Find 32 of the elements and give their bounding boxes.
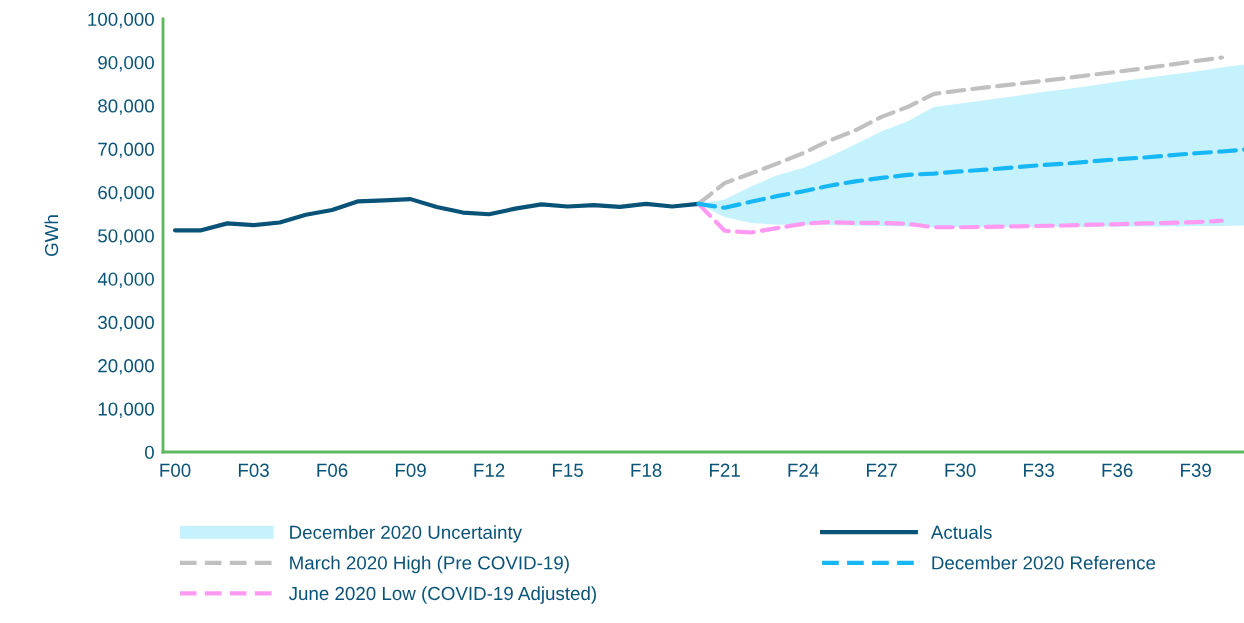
x-tick-label: F39 xyxy=(1181,463,1211,477)
y-axis-title: GWh xyxy=(44,215,59,256)
x-tick-label: F06 xyxy=(317,463,348,477)
x-tick-label: F36 xyxy=(1102,463,1133,477)
y-tick-label: 100,000 xyxy=(88,12,154,29)
x-tick-label: F27 xyxy=(867,463,897,477)
y-tick-label: 40,000 xyxy=(97,272,154,288)
y-tick-label: 10,000 xyxy=(98,402,154,418)
x-tick-label: F30 xyxy=(945,463,976,477)
x-tick-label: F24 xyxy=(788,463,819,477)
y-tick-label: 20,000 xyxy=(98,359,154,375)
x-tick-label: F33 xyxy=(1024,463,1054,477)
y-tick-label: 50,000 xyxy=(98,229,154,245)
legend-label: June 2020 Low (COVID-19 Adjusted) xyxy=(288,586,596,604)
x-tick-label: F21 xyxy=(709,463,740,477)
y-tick-label: 70,000 xyxy=(98,142,154,159)
x-tick-label: F15 xyxy=(552,463,583,477)
legend-label: December 2020 Reference xyxy=(932,555,1156,570)
y-tick-label: 60,000 xyxy=(98,185,154,202)
x-tick-label: F18 xyxy=(631,463,662,477)
x-tick-label: F09 xyxy=(395,463,426,477)
x-tick-label: F00 xyxy=(160,463,191,477)
x-tick-label: F03 xyxy=(238,463,269,477)
x-tick-label: F12 xyxy=(474,463,505,477)
y-tick-label: 90,000 xyxy=(98,56,154,72)
y-tick-label: 0 xyxy=(144,445,154,459)
legend-label: March 2020 High (Pre COVID-19) xyxy=(290,555,569,574)
y-tick-label: 80,000 xyxy=(98,99,154,115)
legend-label: December 2020 Uncertainty xyxy=(290,525,523,543)
line-series xyxy=(696,55,1224,206)
y-tick-label: 30,000 xyxy=(98,315,154,332)
legend-label: Actuals xyxy=(930,525,992,539)
